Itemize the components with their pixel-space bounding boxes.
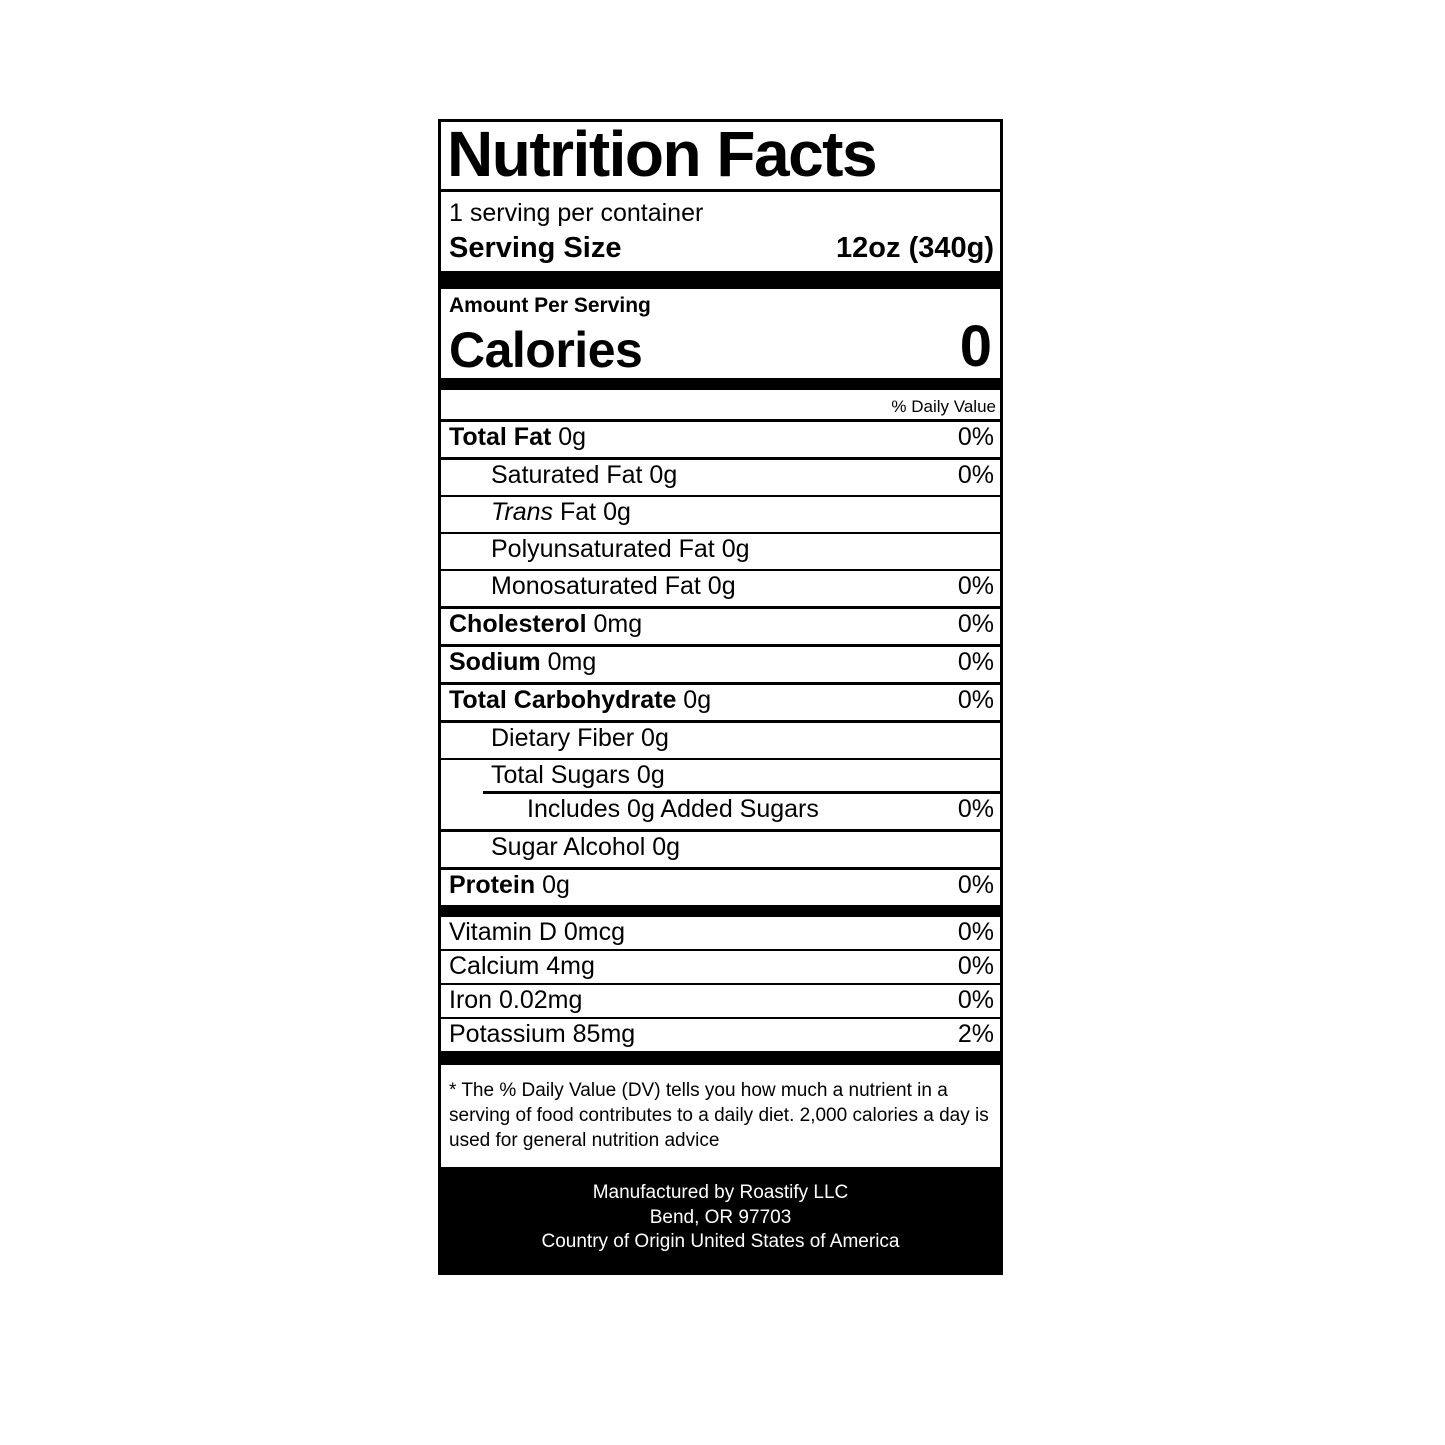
row-sodium-dv: 0% <box>957 648 994 677</box>
row-calcium: Calcium 4mg 0% <box>441 951 1000 986</box>
row-protein-name: Protein 0g <box>449 873 570 898</box>
row-total-carbohydrate-label: Total Carbohydrate <box>449 686 677 715</box>
row-total-fat-label: Total Fat <box>449 423 552 452</box>
calories-value: 0 <box>959 314 992 380</box>
serving-size-row: Serving Size 12oz (340g) <box>449 234 994 267</box>
row-total-carbohydrate-amount: 0g <box>683 686 712 715</box>
row-vitamin-d-name: Vitamin D 0mcg <box>449 918 625 947</box>
row-polyunsaturated-fat: Polyunsaturated Fat 0g <box>441 534 1000 572</box>
row-total-fat-dv: 0% <box>957 423 994 452</box>
divider-thick-vitamins <box>441 1053 1000 1066</box>
servings-per-container: 1 serving per container <box>449 199 704 228</box>
amount-per-serving-label: Amount Per Serving <box>449 294 651 318</box>
row-sodium-name: Sodium 0mg <box>449 650 596 675</box>
row-dietary-fiber-name: Dietary Fiber 0g <box>491 724 669 753</box>
row-saturated-fat-dv: 0% <box>957 461 994 490</box>
divider-thick-calories <box>441 378 1000 391</box>
row-protein: Protein 0g 0% <box>441 870 1000 905</box>
manufacturer-block: Manufactured by Roastify LLC Bend, OR 97… <box>441 1167 1000 1273</box>
manufacturer-city-state-zip: Bend, OR 97703 <box>649 1206 792 1228</box>
row-total-sugars: Total Sugars 0g <box>441 760 1000 791</box>
row-iron: Iron 0.02mg 0% <box>441 985 1000 1020</box>
serving-size-label: Serving Size <box>449 232 622 265</box>
row-vitamin-d: Vitamin D 0mcg 0% <box>441 917 1000 952</box>
row-added-sugars-dv: 0% <box>957 795 994 824</box>
row-total-carbohydrate-dv: 0% <box>957 686 994 715</box>
row-total-carbohydrate-name: Total Carbohydrate 0g <box>449 688 711 713</box>
calories-row: Calories 0 <box>449 318 994 376</box>
row-trans-fat: Trans Fat 0g <box>441 497 1000 535</box>
row-added-sugars-name: Includes 0g Added Sugars <box>527 795 819 824</box>
row-cholesterol-dv: 0% <box>957 610 994 639</box>
row-saturated-fat: Saturated Fat 0g 0% <box>441 460 1000 498</box>
row-total-carbohydrate: Total Carbohydrate 0g 0% <box>441 685 1000 724</box>
row-potassium: Potassium 85mg 2% <box>441 1019 1000 1054</box>
row-saturated-fat-name: Saturated Fat 0g <box>491 461 678 490</box>
row-monosaturated-fat: Monosaturated Fat 0g 0% <box>441 571 1000 610</box>
serving-size-value: 12oz (340g) <box>836 232 994 265</box>
row-sodium-label: Sodium <box>449 648 541 677</box>
calories-section: Amount Per Serving Calories 0 <box>441 289 1000 378</box>
row-potassium-dv: 2% <box>957 1020 994 1049</box>
nutrition-facts-label: Nutrition Facts 1 serving per container … <box>438 118 1003 1276</box>
row-trans-fat-rest: Fat 0g <box>553 498 631 527</box>
row-total-sugars-name: Total Sugars 0g <box>491 761 665 790</box>
row-protein-dv: 0% <box>957 871 994 900</box>
row-cholesterol: Cholesterol 0mg 0% <box>441 609 1000 648</box>
row-cholesterol-amount: 0mg <box>593 610 643 639</box>
label-title: Nutrition Facts <box>447 118 878 190</box>
row-iron-name: Iron 0.02mg <box>449 986 583 1015</box>
row-polyunsaturated-fat-name: Polyunsaturated Fat 0g <box>491 535 750 564</box>
row-sodium: Sodium 0mg 0% <box>441 647 1000 686</box>
row-trans-fat-italic: Trans <box>491 498 554 527</box>
label-title-section: Nutrition Facts <box>441 118 1000 193</box>
row-protein-label: Protein <box>449 871 536 900</box>
row-calcium-name: Calcium 4mg <box>449 952 595 981</box>
row-potassium-name: Potassium 85mg <box>449 1020 636 1049</box>
row-added-sugars: Includes 0g Added Sugars 0% <box>441 794 1000 833</box>
row-monosaturated-fat-name: Monosaturated Fat 0g <box>491 572 736 601</box>
divider-thick-protein <box>441 905 1000 918</box>
row-cholesterol-label: Cholesterol <box>449 610 587 639</box>
row-iron-dv: 0% <box>957 986 994 1015</box>
row-total-fat-amount: 0g <box>558 423 587 452</box>
country-of-origin: Country of Origin United States of Ameri… <box>541 1231 900 1253</box>
manufacturer-name: Manufactured by Roastify LLC <box>592 1182 849 1204</box>
divider-thick-servings <box>441 271 1000 290</box>
daily-value-header: % Daily Value <box>441 390 1000 423</box>
row-trans-fat-name: Trans Fat 0g <box>449 500 631 525</box>
row-dietary-fiber: Dietary Fiber 0g <box>441 723 1000 761</box>
servings-section: 1 serving per container Serving Size 12o… <box>441 192 1000 271</box>
row-total-fat: Total Fat 0g 0% <box>441 422 1000 461</box>
row-cholesterol-name: Cholesterol 0mg <box>449 612 642 637</box>
row-calcium-dv: 0% <box>957 952 994 981</box>
row-sugar-alcohol: Sugar Alcohol 0g <box>441 832 1000 871</box>
daily-value-footnote: * The % Daily Value (DV) tells you how m… <box>449 1080 989 1151</box>
row-vitamin-d-dv: 0% <box>957 918 994 947</box>
row-sodium-amount: 0mg <box>547 648 597 677</box>
row-monosaturated-fat-dv: 0% <box>957 572 994 601</box>
row-total-fat-name: Total Fat 0g <box>449 425 586 450</box>
calories-label: Calories <box>449 321 643 378</box>
divider-under-total-sugars <box>483 791 1000 795</box>
row-protein-amount: 0g <box>542 871 570 900</box>
row-sugar-alcohol-name: Sugar Alcohol 0g <box>491 833 681 862</box>
